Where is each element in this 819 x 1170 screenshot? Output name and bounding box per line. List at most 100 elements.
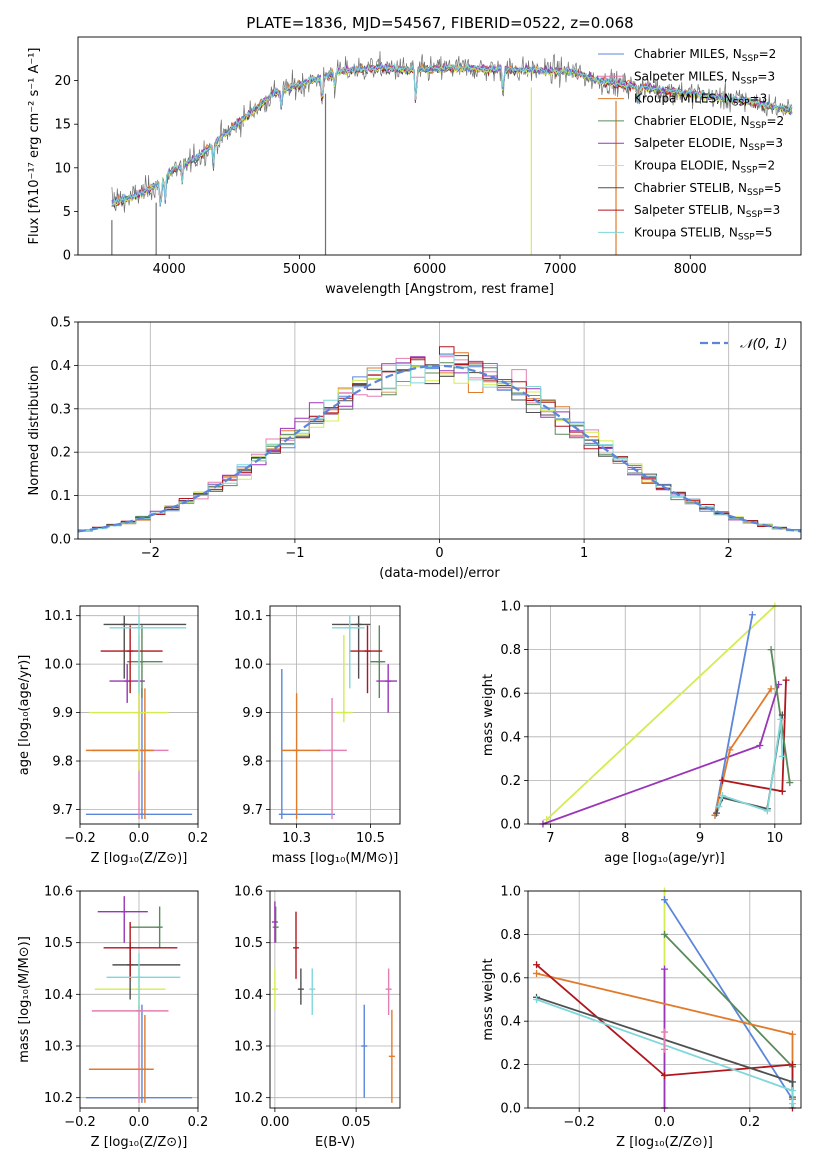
weight-point-kroupa_stelib	[718, 792, 726, 800]
legend-entry-kroupa_miles: Kroupa MILES, NSSP=3	[634, 92, 767, 109]
weight-point-chabrier_elodie	[661, 930, 668, 938]
y-tick-label: 0.4	[50, 359, 71, 374]
y-tick-label: 5	[63, 205, 71, 220]
y-tick-label: 10.4	[44, 988, 73, 1003]
y-tick-label: 0.8	[500, 643, 521, 658]
weight-point-kroupa_stelib	[788, 1100, 796, 1108]
x-axis-label: wavelength [Angstrom, rest frame]	[325, 282, 554, 297]
x-tick-label: −0.2	[64, 1115, 96, 1130]
legend-entry-kroupa_elodie: Kroupa ELODIE, NSSP=2	[634, 159, 775, 176]
x-tick-label: 10.3	[282, 831, 311, 846]
y-tick-label: 10.2	[234, 1091, 263, 1106]
spectrum-axes: 4000 5000 6000 7000 8000 0 5 10 15 20 wavelength […	[27, 36, 802, 297]
spectrum-model-kroupa_elodie	[111, 64, 793, 206]
x-axis-label: mass [log₁₀(M/M⊙)]	[272, 851, 399, 866]
y-tick-label: 10.4	[234, 988, 263, 1003]
legend-entry-salpeter_miles: Salpeter MILES, NSSP=3	[634, 69, 775, 86]
y-axis-label: Flux [fλ10⁻¹⁷ erg cm⁻² s⁻¹ A⁻¹]	[27, 48, 42, 245]
y-tick-label: 20	[54, 74, 71, 89]
weight-point-chabrier_stelib	[788, 1078, 796, 1086]
weight-point-kroupa_miles	[726, 746, 734, 754]
x-axis-label: (data-model)/error	[379, 566, 500, 581]
legend-entry-normal: 𝒩(0, 1)	[740, 337, 787, 352]
residuals-axes: −2 −1 0 1 2 0.0 0.1 0.2 0.3 0.4 0.5 (data-model)/er…	[27, 316, 802, 581]
x-tick-label: 0.05	[342, 1115, 371, 1130]
weight-line-chabrier_elodie	[663, 933, 794, 1068]
x-tick-label: 0	[435, 546, 443, 561]
y-tick-label: 10.2	[44, 1091, 73, 1106]
spectrum-plot-area	[111, 51, 793, 255]
y-tick-label: 10.1	[234, 609, 263, 624]
y-tick-label: 0.6	[500, 971, 521, 986]
y-tick-label: 0.8	[500, 928, 521, 943]
weight-point-salpeter_miles	[661, 1045, 668, 1053]
y-axis-label: mass [log₁₀(M/M⊙)]	[17, 936, 32, 1063]
x-axis-label: Z [log₁₀(Z/Z⊙)]	[91, 1135, 188, 1150]
x-tick-label: 4000	[153, 262, 186, 277]
y-tick-label: 10.0	[234, 658, 263, 673]
y-tick-label: 0.5	[50, 316, 71, 331]
weight-point-chabrier_stelib	[712, 809, 720, 817]
y-tick-label: 10.0	[44, 658, 73, 673]
axes-frame	[527, 890, 802, 1109]
axes-frame	[77, 321, 802, 540]
weight-point-salpeter_stelib	[718, 776, 726, 784]
axes-frame	[527, 605, 802, 825]
age_vs_Z-plot-area	[85, 615, 193, 820]
y-tick-label: 1.0	[500, 885, 521, 900]
mass_vs_ebv-plot-area	[271, 901, 395, 1103]
weight-point-kroupa_miles	[767, 685, 775, 693]
legend-entry-chabrier_elodie: Chabrier ELODIE, NSSP=2	[634, 114, 784, 131]
mass_vs_ebv-axes: 0.00 0.05 10.2 10.3 10.4 10.5 10.6 E(B-V)	[234, 885, 401, 1150]
x-tick-label: −2	[141, 546, 160, 561]
y-tick-label: 0.2	[500, 1058, 521, 1073]
x-tick-label: 0.0	[654, 1115, 675, 1130]
axes-frame	[79, 890, 199, 1109]
x-tick-label: 7	[546, 831, 554, 846]
spectrum-model-kroupa_stelib	[111, 62, 793, 207]
weight-point-kroupa_miles	[788, 1030, 796, 1038]
weight-line-salpeter_stelib	[722, 680, 787, 793]
axes-frame	[79, 605, 199, 825]
x-axis-label: age [log₁₀(age/yr)]	[604, 851, 725, 866]
x-tick-label: 0.2	[739, 1115, 760, 1130]
y-tick-label: 9.7	[52, 803, 73, 818]
legend-entry-chabrier_miles: Chabrier MILES, NSSP=2	[634, 47, 776, 64]
weight_vs_age-plot-area	[539, 602, 794, 828]
y-axis-label: Normed distribution	[27, 366, 42, 496]
mass_vs_Z-plot-area	[85, 896, 193, 1103]
residuals-legend: 𝒩(0, 1)	[700, 337, 787, 352]
x-tick-label: 5000	[283, 262, 316, 277]
x-tick-label: 8	[621, 831, 629, 846]
spectrum-legend: Chabrier MILES, NSSP=2 Salpeter MILES, NS…	[598, 47, 784, 242]
weight-point-chabrier_miles	[661, 896, 668, 904]
age_vs_Z-axes: −0.2 0.0 0.2 9.7 9.8 9.9 10.0 10.1 Z [log₁₀(Z/Z⊙…	[17, 605, 208, 866]
y-axis-label: age [log₁₀(age/yr)]	[17, 655, 32, 776]
y-tick-label: 9.8	[242, 755, 263, 770]
weight-point-chabrier_miles	[748, 611, 756, 619]
x-tick-label: −1	[285, 546, 304, 561]
weight-point-chabrier_elodie	[767, 646, 775, 654]
y-tick-label: 15	[54, 118, 71, 133]
age_vs_mass-axes: 10.3 10.5 9.7 9.8 9.9 10.0 10.1 mass [log₁₀(M/M…	[234, 605, 401, 866]
y-axis-label: mass weight	[481, 958, 496, 1040]
chart-title: PLATE=1836, MJD=54567, FIBERID=0522, z=0…	[246, 14, 633, 32]
y-tick-label: 0.0	[500, 818, 521, 833]
weight-point-chabrier_stelib	[778, 711, 786, 719]
y-tick-label: 0.1	[50, 489, 71, 504]
x-tick-label: 8000	[674, 262, 707, 277]
x-tick-label: 0.0	[129, 1115, 150, 1130]
y-tick-label: 9.9	[52, 706, 73, 721]
weight-point-kroupa_stelib	[778, 752, 786, 760]
axes-frame	[269, 605, 401, 825]
y-tick-label: 10.3	[234, 1040, 263, 1055]
x-tick-label: 1	[580, 546, 588, 561]
weight-point-salpeter_miles	[661, 1028, 668, 1036]
x-tick-label: 0.0	[129, 831, 150, 846]
weight-point-salpeter_elodie	[756, 742, 764, 750]
x-tick-label: 7000	[543, 262, 576, 277]
axes-frame	[269, 890, 401, 1109]
weight-point-chabrier_elodie	[786, 779, 794, 787]
y-tick-label: 9.7	[242, 803, 263, 818]
x-tick-label: −0.2	[64, 831, 96, 846]
